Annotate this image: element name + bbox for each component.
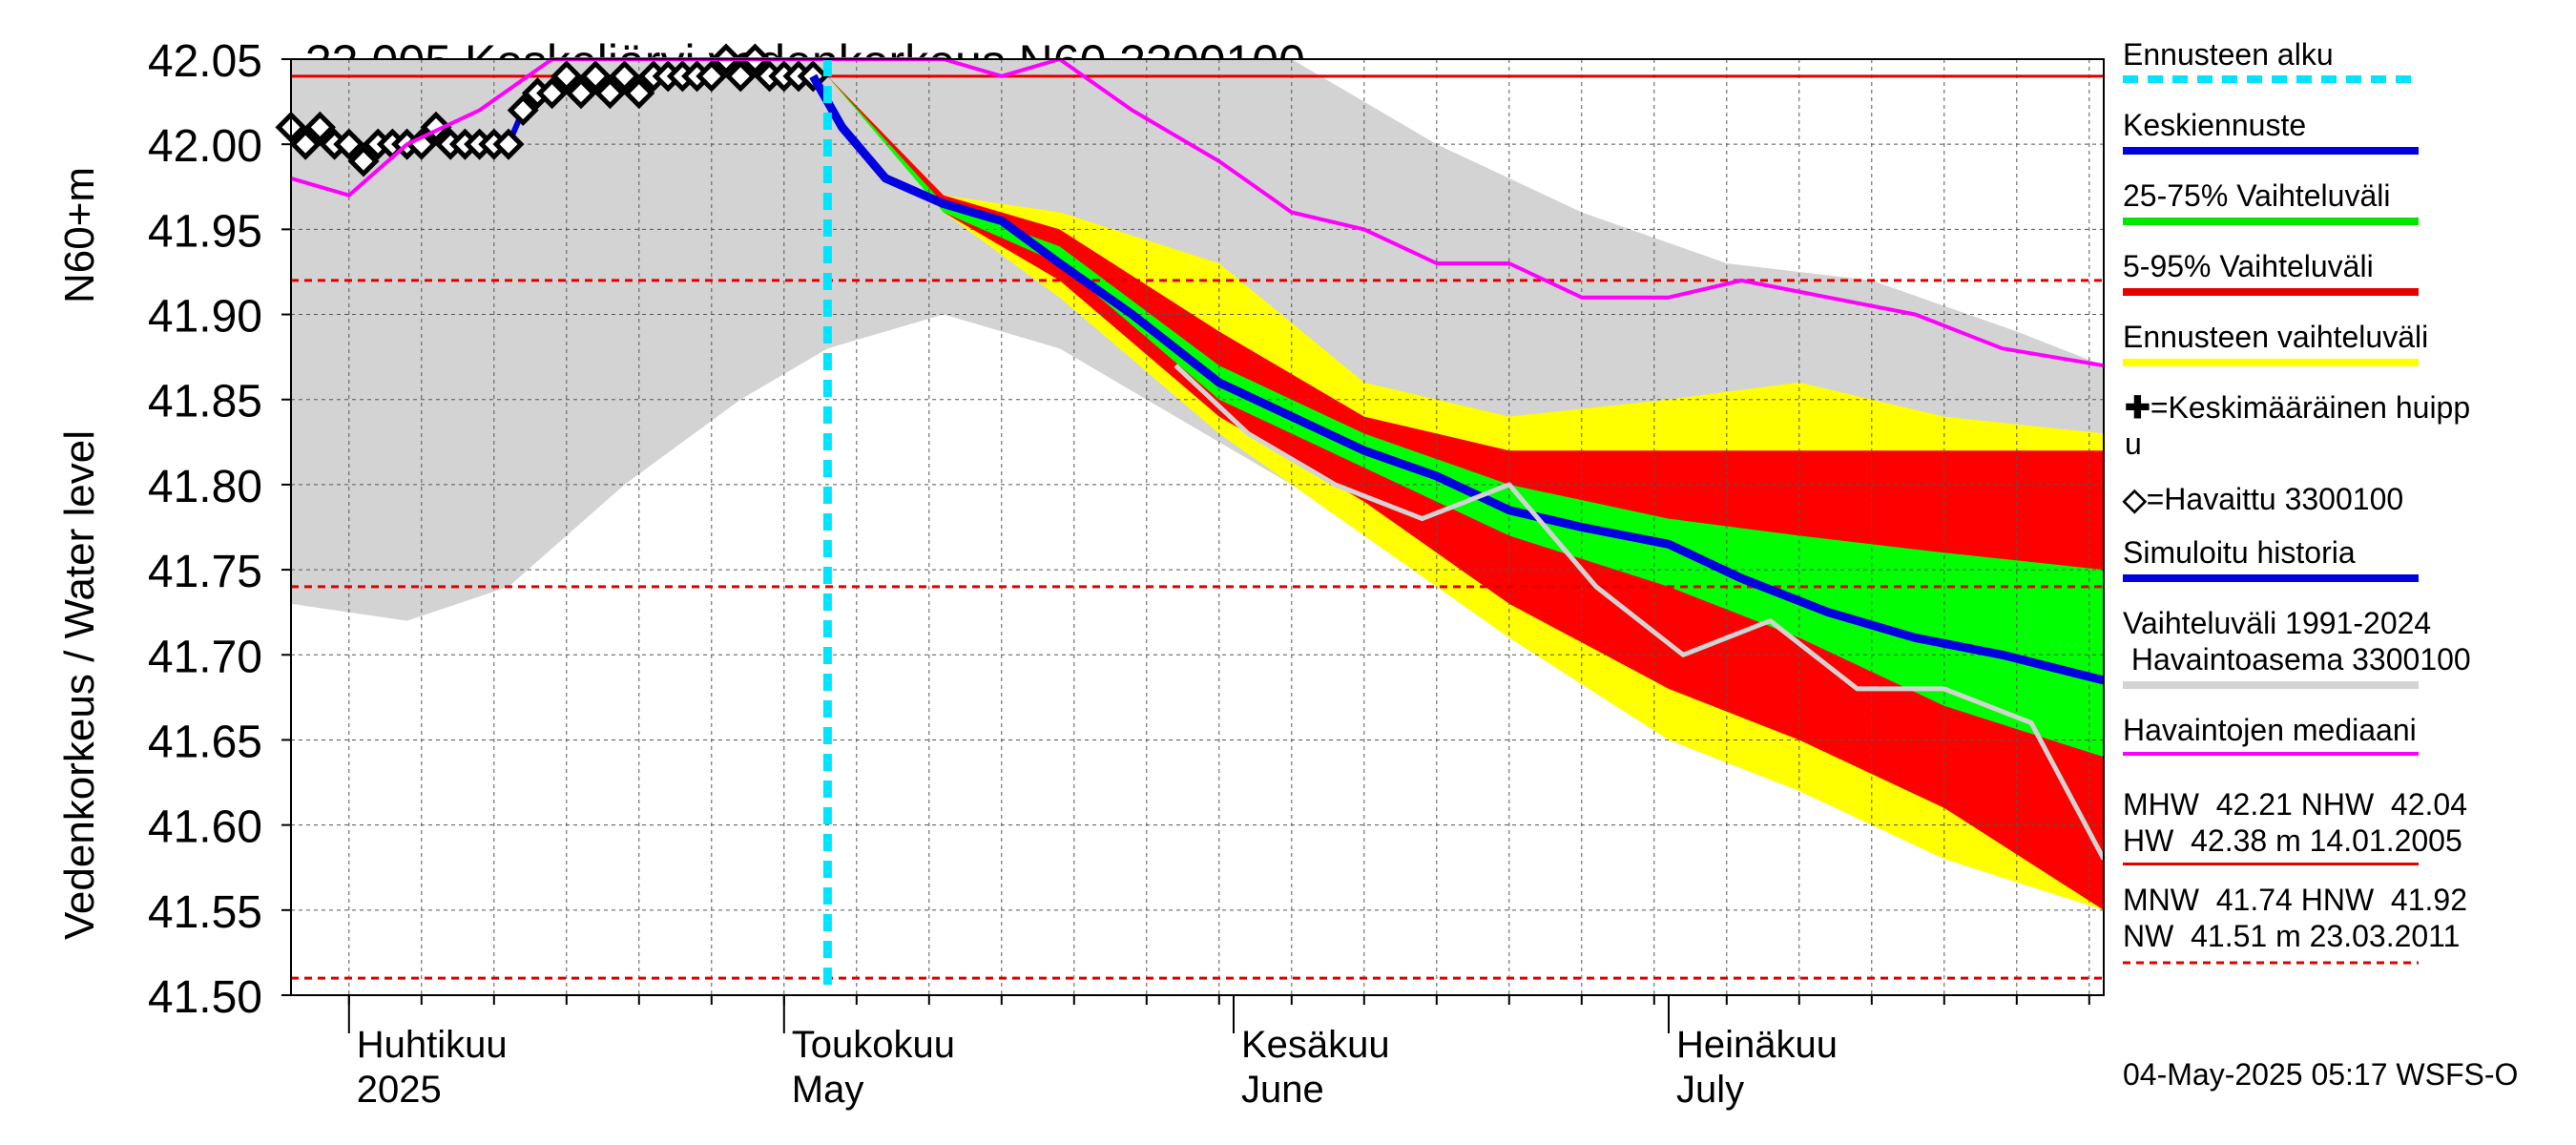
legend-simulated: Simuloitu historia [2123, 534, 2543, 605]
month-label-fi: Kesäkuu [1241, 1024, 1390, 1066]
plot-frame [290, 58, 2105, 996]
legend-range-5-95-swatch [2123, 288, 2419, 296]
legend-stats-high: MHW 42.21 NHW 42.04 HW 42.38 m 14.01.200… [2123, 782, 2543, 878]
y-tick-label: 41.90 [148, 292, 262, 343]
y-tick-label: 41.65 [148, 717, 262, 767]
legend-median: Havaintojen mediaani [2123, 712, 2543, 782]
month-label-fi: Heinäkuu [1676, 1024, 1838, 1066]
legend-forecast-range: Ennusteen vaihteluväli [2123, 319, 2543, 389]
y-tick-label: 41.75 [148, 547, 262, 597]
legend-mean-peak-text: =Keskimääräinen huipp u [2125, 390, 2471, 461]
observed-point [551, 60, 583, 93]
plus-icon: ✚ [2125, 390, 2150, 425]
observed-point [579, 60, 612, 93]
legend-simulated-label: Simuloitu historia [2123, 535, 2356, 570]
observed-point [623, 77, 655, 110]
legend-stats-low-label: MNW 41.74 HNW 41.92 NW 41.51 m 23.03.201… [2123, 883, 2467, 953]
legend-history-range-swatch [2123, 681, 2419, 689]
y-axis-unit: N60+m [56, 167, 103, 303]
legend-mean-forecast-label: Keskiennuste [2123, 108, 2307, 142]
legend: Ennusteen alku Keskiennuste 25-75% Vaiht… [2123, 36, 2543, 968]
y-tick-label: 42.00 [148, 121, 262, 172]
observed-point [492, 128, 525, 160]
series-line-3 [1174, 364, 2107, 861]
observed-point [565, 77, 597, 110]
y-axis-label: Vedenkorkeus / Water level [56, 430, 103, 940]
legend-forecast-range-swatch [2123, 359, 2419, 366]
month-label-fi: Toukokuu [792, 1024, 955, 1066]
y-tick-label: 41.60 [148, 802, 262, 853]
y-tick-label: 41.85 [148, 377, 262, 427]
timestamp-footer: 04-May-2025 05:17 WSFS-O [2123, 1057, 2519, 1092]
legend-forecast-start: Ennusteen alku [2123, 36, 2543, 107]
legend-history-range: Vaihteluväli 1991-2024 Havaintoasema 330… [2123, 605, 2543, 712]
diamond-icon: ◇ [2123, 482, 2147, 516]
legend-mean-peak: ✚=Keskimääräinen huipp u [2123, 389, 2543, 481]
legend-forecast-range-label: Ennusteen vaihteluväli [2123, 320, 2429, 354]
legend-median-swatch [2123, 752, 2419, 756]
observed-point [289, 128, 322, 160]
legend-history-range-label: Vaihteluväli 1991-2024 Havaintoasema 330… [2123, 606, 2471, 677]
y-tick-label: 41.55 [148, 887, 262, 938]
legend-range-25-75-swatch [2123, 218, 2419, 225]
legend-forecast-start-swatch [2123, 75, 2419, 83]
legend-range-25-75: 25-75% Vaihteluväli [2123, 177, 2543, 248]
legend-observed-text: =Havaittu 3300100 [2146, 482, 2404, 516]
month-label-fi: Huhtikuu [357, 1024, 508, 1066]
month-label-en: 2025 [357, 1069, 442, 1111]
observed-point [593, 77, 626, 110]
observed-point [303, 111, 336, 143]
month-label-en: June [1241, 1069, 1324, 1111]
observed-point [724, 60, 757, 93]
legend-range-5-95-label: 5-95% Vaihteluväli [2123, 249, 2374, 283]
observed-point [536, 77, 569, 110]
legend-observed: ◇=Havaittu 3300100 [2123, 481, 2543, 534]
legend-range-5-95: 5-95% Vaihteluväli [2123, 248, 2543, 319]
legend-stats-high-swatch [2123, 863, 2419, 865]
y-tick-label: 41.80 [148, 462, 262, 512]
plot-area: 41.50 41.55 41.60 41.65 41.70 41.75 41.80 41.85… [148, 36, 2107, 1111]
y-tick-label: 41.50 [148, 972, 262, 1023]
legend-stats-low-swatch [2123, 961, 2419, 965]
month-label-en: May [792, 1069, 864, 1111]
y-tick-label: 42.05 [148, 36, 262, 87]
legend-stats-low: MNW 41.74 HNW 41.92 NW 41.51 m 23.03.201… [2123, 878, 2543, 968]
observed-point [507, 94, 539, 127]
legend-forecast-start-label: Ennusteen alku [2123, 37, 2334, 72]
legend-median-label: Havaintojen mediaani [2123, 713, 2417, 747]
y-tick-label: 41.95 [148, 206, 262, 257]
legend-stats-high-label: MHW 42.21 NHW 42.04 HW 42.38 m 14.01.200… [2123, 787, 2467, 858]
observed-point [347, 145, 380, 177]
legend-observed-label: ◇=Havaittu 3300100 [2123, 481, 2543, 517]
month-label-en: July [1676, 1069, 1744, 1111]
observed-point [696, 60, 728, 93]
legend-mean-forecast: Keskiennuste [2123, 107, 2543, 177]
observed-point [333, 128, 365, 160]
legend-mean-forecast-swatch [2123, 147, 2419, 155]
legend-range-25-75-label: 25-75% Vaihteluväli [2123, 178, 2391, 213]
series-line-1 [809, 73, 2106, 685]
forecast-band-2 [827, 75, 2104, 758]
legend-mean-peak-label: ✚=Keskimääräinen huipp u [2125, 389, 2543, 462]
observed-point [609, 60, 641, 93]
y-tick-label: 41.70 [148, 632, 262, 682]
legend-simulated-swatch [2123, 574, 2419, 582]
